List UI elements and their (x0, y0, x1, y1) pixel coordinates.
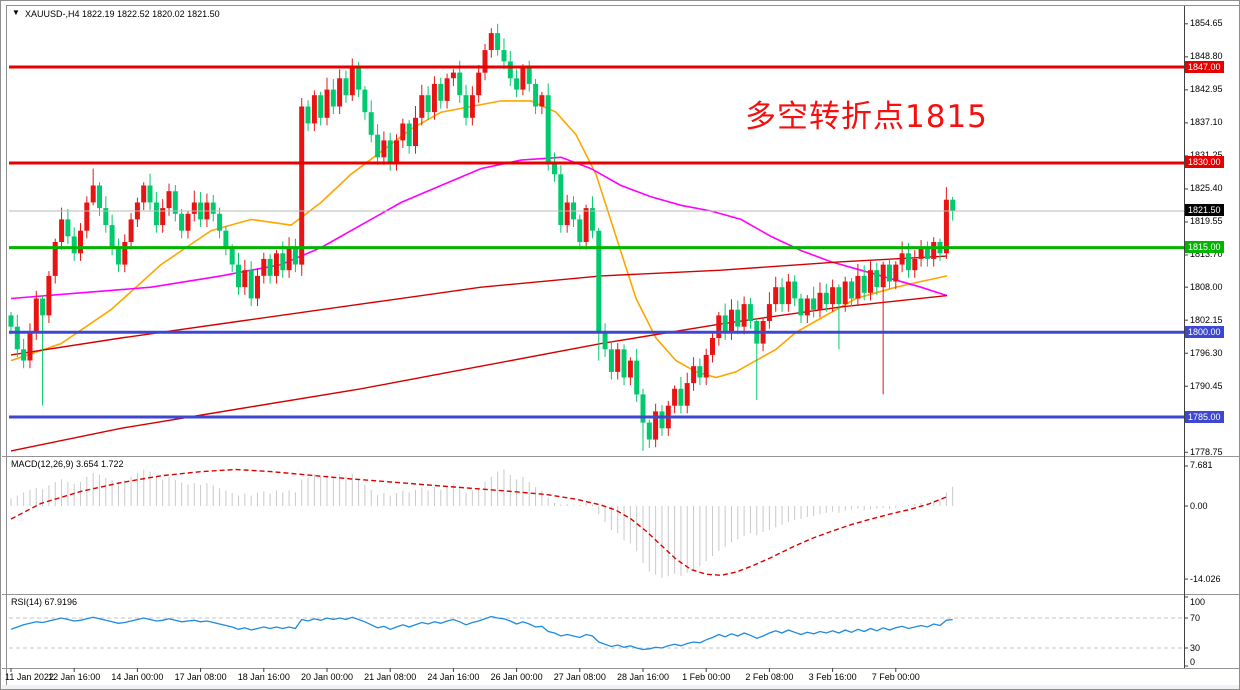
horizontal-lines (9, 65, 1184, 419)
window-bottom-strip (2, 685, 1239, 689)
time-axis-label: 17 Jan 08:00 (174, 672, 227, 682)
macd-axis-label: -14.026 (1190, 573, 1221, 584)
time-axis-label: 2 Feb 08:00 (745, 672, 794, 682)
price-axis-label: 1778.75 (1190, 446, 1223, 457)
candles (8, 23, 956, 451)
price-line-badge: 1785.00 (1185, 410, 1224, 423)
price-axis-label: 1825.40 (1190, 183, 1223, 194)
window-top-edge (6, 5, 1239, 6)
rsi-axis-label: 0 (1190, 657, 1196, 667)
price-axis-label: 1842.95 (1190, 84, 1223, 95)
time-axis-label: 7 Feb 00:00 (871, 672, 920, 682)
time-axis-label: 18 Jan 16:00 (237, 672, 290, 682)
time-axis-label: 14 Jan 00:00 (111, 672, 164, 682)
price-line-badge: 1847.00 (1185, 60, 1224, 73)
time-axis-label: 26 Jan 00:00 (490, 672, 543, 682)
ma-magenta (10, 156, 948, 300)
ma-red-slow (10, 294, 948, 452)
moving-averages (10, 100, 948, 452)
time-axis-label: 12 Jan 16:00 (48, 672, 101, 682)
ma-orange (10, 100, 948, 379)
time-axis-label: 24 Jan 16:00 (427, 672, 480, 682)
rsi-axis-label: 100 (1190, 597, 1206, 607)
window-left-edge (6, 5, 7, 685)
time-axis-label: 21 Jan 08:00 (364, 672, 417, 682)
current-price-badge: 1821.50 (1185, 204, 1224, 217)
chart-title: XAUUSD-,H4 1822.19 1822.52 1820.02 1821.… (25, 9, 220, 19)
price-line-badge: 1815.00 (1185, 241, 1224, 254)
rsi-indicator-label: RSI(14) 67.9196 (11, 597, 78, 607)
time-axis-label: 20 Jan 00:00 (300, 672, 354, 682)
macd-indicator-label: MACD(12,26,9) 3.654 1.722 (11, 459, 124, 469)
time-axis-label: 3 Feb 16:00 (808, 672, 857, 682)
rsi-line (10, 615, 953, 651)
price-axis-label: 1848.80 (1190, 51, 1223, 62)
price-axis-label: 1808.00 (1190, 281, 1223, 292)
rsi-axis-label: 70 (1190, 612, 1201, 623)
price-axis-label: 1819.55 (1190, 216, 1223, 227)
macd-axis-label: 7.681 (1190, 460, 1213, 471)
macd-axis-label: 0.00 (1190, 500, 1208, 511)
time-axis-label: 27 Jan 08:00 (553, 672, 606, 682)
time-axis-label: 28 Jan 16:00 (616, 672, 670, 682)
price-axis-label: 1790.45 (1190, 380, 1223, 391)
price-axis-label: 1837.10 (1190, 117, 1223, 128)
collapse-triangle-icon[interactable]: ▼ (12, 8, 20, 17)
time-axis-label: 11 Jan 2022 (5, 672, 54, 682)
price-axis-label: 1831.25 (1190, 150, 1223, 161)
frame-lines (2, 6, 1239, 672)
rsi-pane (9, 615, 1184, 651)
price-axis-label: 1854.65 (1190, 18, 1223, 29)
price-axis-label: 1802.15 (1190, 314, 1223, 325)
macd-signal-line (10, 468, 947, 577)
price-axis-label: 1813.70 (1190, 249, 1223, 260)
price-axis-label: 1796.30 (1190, 347, 1223, 358)
price-line-badge: 1830.00 (1185, 156, 1224, 169)
price-line-badge: 1800.00 (1185, 325, 1224, 338)
rsi-axis-label: 30 (1190, 642, 1201, 653)
time-axis-label: 1 Feb 00:00 (682, 672, 731, 682)
annotation-text: 多空转折点1815 (745, 99, 988, 135)
macd-pane (10, 468, 954, 578)
